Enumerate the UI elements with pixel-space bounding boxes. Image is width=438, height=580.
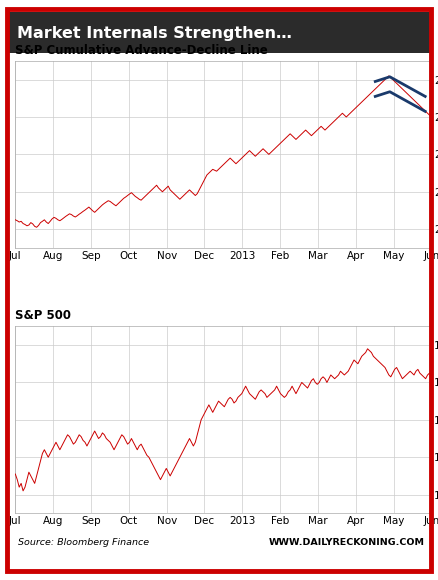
Text: S&P Cumulative Advance-Decline Line: S&P Cumulative Advance-Decline Line — [15, 44, 268, 57]
Text: Source: Bloomberg Finance: Source: Bloomberg Finance — [18, 538, 148, 547]
Text: Market Internals Strengthen…: Market Internals Strengthen… — [17, 26, 292, 41]
Text: S&P 500: S&P 500 — [15, 309, 71, 322]
Text: WWW.DAILYRECKONING.COM: WWW.DAILYRECKONING.COM — [269, 538, 425, 547]
